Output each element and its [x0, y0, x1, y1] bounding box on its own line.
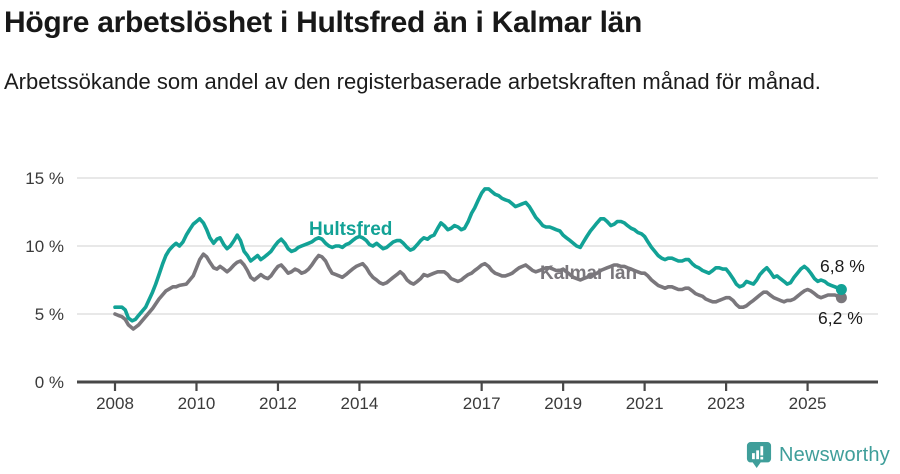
bar-chart-bubble-icon: [746, 442, 772, 468]
series-line-Hultsfred: [113, 187, 844, 323]
x-tick-label: 2012: [259, 394, 297, 413]
brand-text: Newsworthy: [779, 443, 890, 466]
newsworthy-logo: Newsworthy: [746, 441, 890, 469]
x-tick-label: 2019: [544, 394, 582, 413]
x-tick-label: 2008: [96, 394, 134, 413]
x-tick-label: 2021: [626, 394, 664, 413]
x-tick-label: 2010: [178, 394, 216, 413]
x-tick-label: 2017: [463, 394, 501, 413]
series-label-kalmar: Kalmar län: [540, 263, 638, 284]
y-tick-label: 0 %: [35, 373, 64, 392]
y-tick-label: 15 %: [25, 169, 64, 188]
end-value-label-hultsfred: 6,8 %: [820, 256, 865, 276]
x-tick-label: 2023: [707, 394, 745, 413]
line-chart: 0 % 5 % 10 % 15 % 2008 2010 2012 2014 2017 2019 20…: [25, 169, 878, 413]
series-label-hultsfred: Hultsfred: [309, 219, 393, 240]
page-subtitle: Arbetssökande som andel av den registerb…: [4, 69, 821, 94]
page-title: Högre arbetslöshet i Hultsfred än i Kalm…: [4, 6, 643, 39]
end-value-label-kalmar: 6,2 %: [818, 308, 863, 328]
end-dot-Hultsfred: [835, 284, 847, 295]
y-tick-label: 5 %: [35, 305, 64, 324]
series-line-Kalmar län: [113, 252, 844, 331]
x-tick-label: 2025: [789, 394, 827, 413]
end-dot-Kalmar län: [835, 292, 847, 304]
y-tick-label: 10 %: [25, 237, 64, 256]
x-tick-label: 2014: [341, 394, 379, 413]
